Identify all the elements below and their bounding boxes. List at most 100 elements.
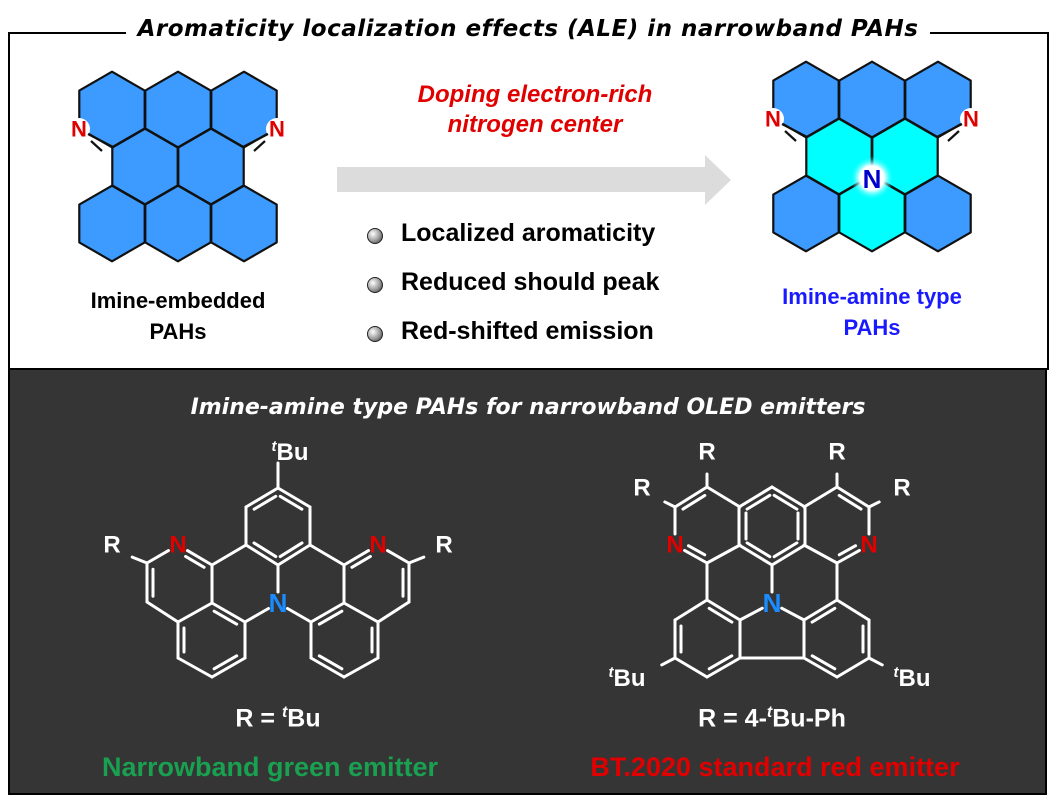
bullet-icon xyxy=(367,228,383,244)
bond xyxy=(243,606,270,624)
bullet-icon xyxy=(367,277,383,293)
bond xyxy=(705,656,742,679)
r-substituent: R xyxy=(828,439,845,466)
atom-mask xyxy=(960,108,982,130)
bond xyxy=(342,601,380,624)
double-bond xyxy=(252,541,278,559)
double-bond xyxy=(278,541,304,559)
bond xyxy=(683,548,709,565)
bullet-text: Localized aromaticity xyxy=(401,219,656,247)
double-bond xyxy=(278,494,304,511)
bond xyxy=(87,133,114,148)
amine-nitrogen: N xyxy=(763,588,782,618)
r-sup: t xyxy=(766,704,773,721)
hexagon-ring xyxy=(210,184,278,263)
amine-nitrogen: N xyxy=(269,588,288,618)
double-bond xyxy=(810,654,837,671)
label-line: Imine-amine type xyxy=(782,284,962,309)
bond xyxy=(309,656,346,679)
tbu-label: tBu xyxy=(272,438,309,466)
imine-nitrogen: N xyxy=(666,532,683,559)
bond xyxy=(376,600,411,624)
atom-mask xyxy=(266,118,288,140)
imine-nitrogen: N xyxy=(963,107,979,132)
bond xyxy=(835,485,871,509)
r-main: Bu xyxy=(287,704,321,733)
top-molecules: N N N N N xyxy=(68,60,982,263)
bond xyxy=(276,486,312,509)
arrow-text: Doping electron-rich nitrogen center xyxy=(418,80,653,140)
double-bond xyxy=(772,541,799,559)
right-arrow-icon xyxy=(337,155,731,205)
bottom-panel xyxy=(8,368,1047,795)
title-text: Aromaticity localization effects (ALE) i… xyxy=(125,16,931,42)
bond xyxy=(407,555,426,565)
double-bond xyxy=(317,654,344,671)
bond xyxy=(673,485,709,509)
imine-nitrogen: N xyxy=(369,532,386,559)
bond xyxy=(770,485,807,509)
imine-nitrogen: N xyxy=(269,117,285,142)
bond xyxy=(802,598,839,622)
double-bond xyxy=(707,606,734,624)
bond xyxy=(145,549,170,565)
double-bond xyxy=(837,493,863,511)
bond xyxy=(867,500,881,509)
bond xyxy=(244,486,280,509)
double-bond xyxy=(686,544,707,557)
bullet-text: Red-shifted emission xyxy=(401,317,654,345)
bond xyxy=(705,543,742,565)
double-bond xyxy=(947,130,960,142)
bond xyxy=(244,543,280,567)
left-molecule-label: Imine-embedded PAHs xyxy=(91,285,266,347)
label-line: PAHs xyxy=(149,319,207,344)
r-substituent: R xyxy=(435,532,452,559)
tbu-label: tBu xyxy=(894,664,931,692)
double-bond xyxy=(253,140,266,152)
double-bond xyxy=(681,493,707,511)
bond xyxy=(176,601,214,624)
bond xyxy=(663,500,677,509)
atom-mask xyxy=(68,118,90,140)
r-substituent: R xyxy=(633,475,650,502)
tbu-sup: t xyxy=(609,664,615,681)
r-sup: t xyxy=(281,704,288,721)
r-prefix: R = xyxy=(235,704,282,733)
double-bond xyxy=(784,130,797,142)
bond xyxy=(309,601,346,624)
bond xyxy=(780,606,806,622)
bullet-text: Reduced should peak xyxy=(401,268,660,296)
bond xyxy=(738,606,764,622)
r-substituent: R xyxy=(103,532,120,559)
imine-nitrogen: N xyxy=(169,532,186,559)
right-r-definition: R = 4-tBu-Ph xyxy=(698,704,846,733)
tbu-main: Bu xyxy=(614,665,646,692)
bond xyxy=(835,656,871,679)
double-bond xyxy=(252,494,278,511)
bond xyxy=(737,543,774,567)
imine-nitrogen: N xyxy=(71,117,87,142)
amine-nitrogen: N xyxy=(863,164,882,194)
bond xyxy=(673,598,709,622)
bond xyxy=(242,133,269,148)
double-bond xyxy=(212,609,239,626)
r-main: Bu-Ph xyxy=(772,704,846,733)
bond xyxy=(145,600,180,624)
bond xyxy=(867,656,884,667)
bond xyxy=(308,543,346,567)
tbu-main: Bu xyxy=(899,665,931,692)
bond xyxy=(386,549,411,565)
double-bond xyxy=(745,493,772,511)
bond xyxy=(286,606,313,624)
bond xyxy=(660,656,677,667)
double-bond xyxy=(90,140,103,152)
nitrogen-glow xyxy=(850,156,894,200)
double-bond xyxy=(772,493,799,511)
red-emitter-label: BT.2020 standard red emitter xyxy=(590,752,960,782)
bond xyxy=(802,485,839,509)
double-bond xyxy=(810,606,837,624)
bond xyxy=(781,123,808,138)
bond xyxy=(176,656,214,679)
